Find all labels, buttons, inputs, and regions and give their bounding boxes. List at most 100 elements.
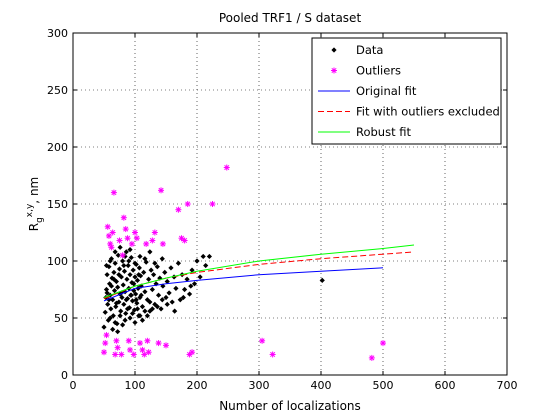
data-point [111, 276, 117, 282]
data-point [177, 297, 183, 303]
data-point [189, 267, 195, 273]
data-point [137, 294, 143, 301]
data-point [148, 267, 154, 273]
data-point [126, 305, 133, 311]
data-point [105, 317, 111, 323]
outlier-point [125, 337, 132, 344]
y-tick-label: 300 [47, 27, 68, 40]
data-point [121, 262, 127, 269]
data-point [116, 272, 122, 278]
data-point [114, 321, 120, 327]
data-point [120, 322, 126, 328]
outlier-point [269, 351, 276, 358]
data-point [132, 260, 138, 266]
outlier-point [133, 235, 140, 242]
data-point [169, 299, 175, 305]
data-point [206, 253, 212, 260]
legend-marker [331, 67, 337, 74]
data-point [119, 294, 125, 301]
data-point [115, 284, 121, 290]
data-point [173, 285, 179, 291]
data-point [116, 299, 122, 305]
legend: Data Outliers Original fit Fit with outlier… [311, 37, 502, 145]
outlier-point [124, 235, 131, 242]
data-point [112, 260, 118, 266]
outlier-point [109, 229, 116, 236]
outlier-point [151, 229, 158, 236]
y-label-superscript: x,y [25, 203, 35, 217]
fit-line [103, 267, 384, 302]
data-point [117, 244, 123, 250]
data-point [138, 292, 144, 298]
outlier-point [145, 349, 152, 356]
data-point [147, 308, 153, 314]
outlier-point [120, 214, 127, 221]
data-point [134, 300, 140, 306]
data-point [159, 256, 165, 262]
data-point [131, 281, 137, 287]
data-point [172, 308, 178, 314]
data-point [132, 319, 138, 326]
outlier-point [132, 229, 138, 236]
data-point [144, 313, 150, 319]
x-axis-label: Number of localizations [219, 399, 361, 413]
data-point [164, 278, 170, 285]
data-point [101, 324, 107, 330]
x-tick-label: 500 [373, 379, 394, 392]
data-point [129, 298, 136, 304]
outlier-point [158, 187, 165, 194]
data-point [107, 315, 113, 321]
legend-label: Fit with outliers excluded [356, 105, 500, 119]
data-point [113, 304, 119, 310]
data-point [142, 308, 148, 314]
data-point [117, 313, 123, 319]
outlier-point [259, 337, 266, 344]
data-point [137, 253, 143, 260]
legend-label: Robust fit [356, 125, 411, 139]
fit-line [103, 244, 415, 298]
outlier-point [116, 237, 123, 244]
y-label-subscript: g [35, 217, 45, 223]
data-point [133, 291, 139, 297]
data-point [110, 326, 116, 332]
data-point [109, 275, 115, 281]
outlier-point [139, 346, 146, 353]
data-point [123, 249, 129, 255]
x-tick-label: 600 [435, 379, 456, 392]
x-tick-label: 0 [70, 379, 77, 392]
data-point [319, 277, 325, 283]
outlier-point [223, 164, 230, 171]
data-point [142, 289, 148, 295]
data-point [137, 313, 143, 319]
data-point [120, 258, 126, 264]
data-point [146, 276, 152, 282]
outlier-point [104, 223, 111, 230]
data-point [128, 254, 134, 261]
outlier-point [189, 349, 196, 356]
data-point [108, 306, 114, 312]
data-point [127, 315, 133, 321]
data-point [104, 290, 110, 296]
y-label-unit: , nm [27, 177, 41, 204]
x-tick-label: 300 [249, 379, 270, 392]
data-point [118, 308, 124, 314]
data-point [159, 297, 165, 303]
data-point [149, 306, 155, 312]
data-point [113, 300, 119, 306]
x-axis-ticks: 0 100 200 300 400 500 600 700 [70, 33, 518, 392]
outlier-point [380, 340, 386, 347]
data-point [188, 283, 194, 289]
data-point [134, 306, 141, 312]
data-point [155, 292, 162, 298]
y-tick-label: 0 [61, 369, 68, 382]
data-point [149, 286, 155, 293]
data-point [124, 276, 130, 282]
data-point [134, 277, 141, 283]
data-point [153, 281, 159, 287]
outlier-point [149, 237, 156, 244]
data-point [123, 297, 129, 303]
chart-title: Pooled TRF1 / S dataset [219, 11, 362, 25]
x-tick-label: 200 [187, 379, 208, 392]
data-point [139, 304, 146, 310]
